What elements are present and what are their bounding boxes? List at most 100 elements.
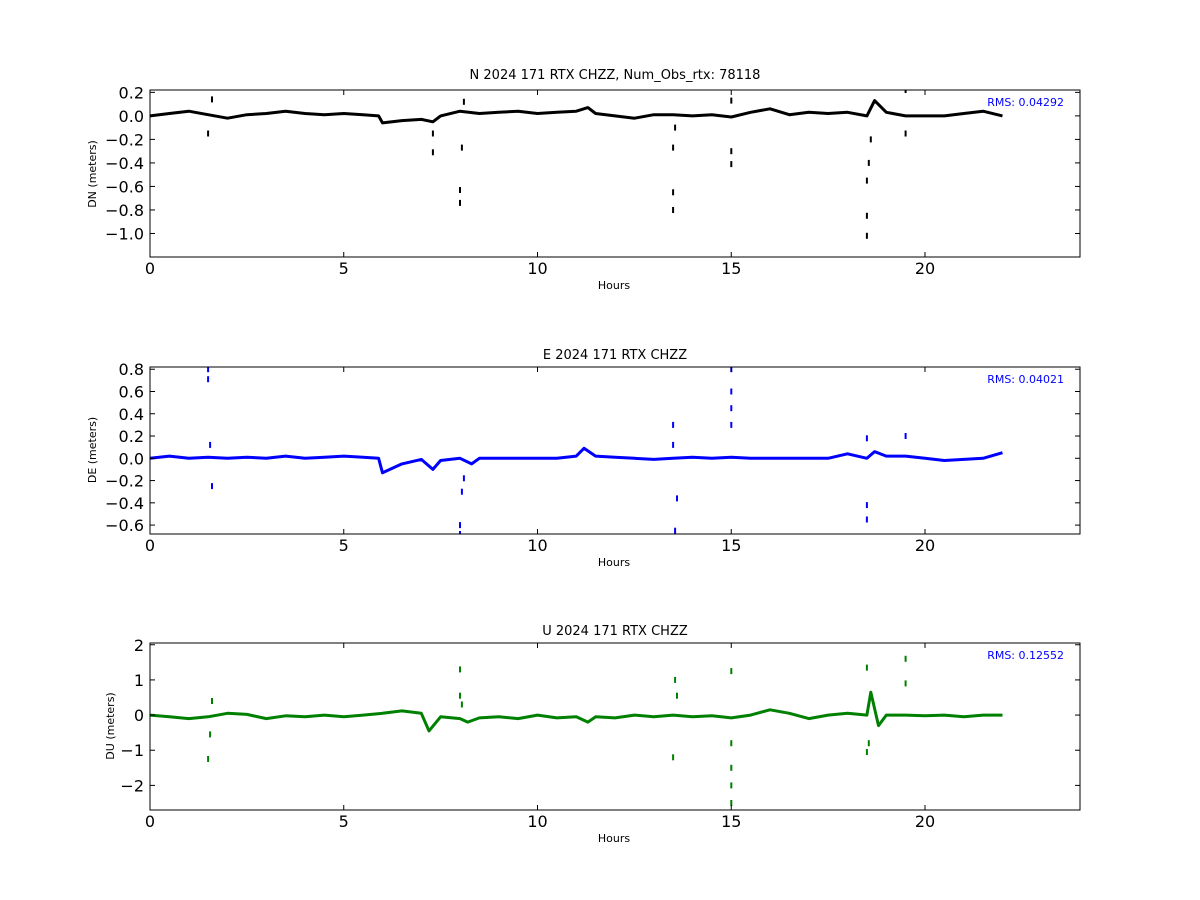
xlabel-dn: Hours — [598, 279, 630, 292]
outlier-point-de — [865, 435, 868, 442]
outlier-point-dn — [431, 149, 434, 156]
subplot-title-du: U 2024 171 RTX CHZZ — [542, 624, 688, 639]
rms-annotation-dn: RMS: 0.04292 — [987, 96, 1064, 109]
y-tick-label-de: 0.4 — [119, 405, 144, 424]
x-tick-label-de: 0 — [145, 536, 155, 555]
y-tick-label-du: 0 — [134, 706, 144, 725]
rms-annotation-du: RMS: 0.12552 — [987, 649, 1064, 662]
plot-area-du — [150, 655, 1003, 806]
y-tick-label-du: 1 — [134, 671, 144, 690]
outlier-point-de — [904, 433, 907, 439]
outlier-point-dn — [462, 98, 465, 105]
outlier-point-dn — [869, 136, 872, 143]
outlier-point-du — [867, 740, 870, 747]
outlier-point-de — [672, 441, 675, 448]
x-tick-label-du: 20 — [915, 812, 935, 831]
outlier-point-de — [865, 502, 868, 509]
y-tick-label-dn: 0.2 — [119, 83, 144, 102]
outlier-point-dn — [730, 97, 733, 104]
axes-frame-du — [149, 642, 1081, 811]
y-tick-label-dn: −0.8 — [105, 201, 144, 220]
y-tick-label-du: −2 — [120, 776, 144, 795]
outlier-point-de — [674, 527, 677, 534]
outlier-point-dn — [674, 124, 677, 131]
outlier-point-du — [676, 692, 678, 699]
y-tick-label-de: 0.0 — [119, 449, 144, 468]
outlier-point-du — [209, 731, 212, 738]
y-tick-label-de: −0.2 — [105, 472, 144, 491]
outlier-point-du — [730, 668, 733, 675]
subplot-title-de: E 2024 171 RTX CHZZ — [543, 348, 687, 363]
x-tick-label-du: 5 — [339, 812, 349, 831]
x-tick-label-de: 5 — [339, 536, 349, 555]
outlier-point-dn — [904, 130, 907, 137]
outlier-point-du — [459, 666, 461, 673]
x-tick-label-dn: 15 — [721, 259, 741, 278]
x-tick-label-du: 0 — [145, 812, 155, 831]
outlier-point-de — [459, 522, 461, 529]
y-tick-label-de: −0.4 — [105, 494, 144, 513]
subplot-de: E 2024 171 RTX CHZZ DE (meters) Hours RM… — [86, 348, 1081, 569]
outlier-point-du — [459, 692, 461, 699]
xlabel-de: Hours — [598, 556, 630, 569]
y-tick-label-dn: −0.2 — [105, 130, 144, 149]
outlier-point-du — [904, 655, 907, 662]
ylabel-du: DU (meters) — [104, 692, 117, 759]
subplot-dn: N 2024 171 RTX CHZZ, Num_Obs_rtx: 78118 … — [86, 68, 1081, 292]
plot-area-dn — [150, 90, 1003, 239]
x-tick-label-dn: 20 — [915, 259, 935, 278]
outlier-point-dn — [672, 207, 675, 213]
subplot-title-dn: N 2024 171 RTX CHZZ, Num_Obs_rtx: 78118 — [470, 68, 761, 83]
outlier-point-dn — [867, 159, 870, 166]
outlier-point-du — [460, 701, 463, 708]
y-tick-label-de: 0.8 — [119, 360, 144, 379]
y-tick-label-du: −1 — [120, 741, 144, 760]
xlabel-du: Hours — [598, 832, 630, 845]
series-line-de — [150, 446, 1003, 475]
outlier-point-dn — [865, 232, 868, 239]
outlier-point-du — [730, 800, 733, 806]
plot-area-de — [150, 367, 1003, 534]
y-tick-label-dn: −1.0 — [105, 224, 144, 243]
y-tick-label-du: 2 — [134, 636, 144, 655]
outlier-point-de — [730, 421, 733, 428]
y-tick-label-de: 0.2 — [119, 427, 144, 446]
ylabel-dn: DN (meters) — [86, 140, 99, 208]
outlier-point-dn — [460, 144, 463, 151]
outlier-point-de — [209, 441, 212, 448]
outlier-point-du — [865, 664, 868, 671]
outlier-point-de — [207, 376, 210, 383]
outlier-point-du — [730, 782, 733, 789]
outlier-point-dn — [730, 148, 733, 155]
y-tick-label-de: −0.6 — [105, 516, 144, 535]
series-line-dn — [150, 99, 1003, 125]
x-tick-label-de: 15 — [721, 536, 741, 555]
outlier-point-dn — [459, 199, 461, 206]
outlier-point-dn — [459, 187, 461, 193]
outlier-point-du — [207, 756, 210, 762]
outlier-point-dn — [211, 96, 213, 103]
outlier-point-de — [459, 531, 461, 534]
outlier-point-dn — [865, 212, 868, 219]
x-tick-label-du: 15 — [721, 812, 741, 831]
outlier-point-du — [730, 764, 733, 771]
outlier-point-dn — [431, 130, 434, 137]
outlier-point-dn — [865, 177, 868, 184]
x-tick-label-dn: 5 — [339, 259, 349, 278]
outlier-point-du — [865, 749, 868, 755]
outlier-point-dn — [730, 161, 733, 168]
outlier-point-de — [207, 367, 210, 373]
series-line-du — [150, 690, 1003, 733]
y-tick-label-de: 0.6 — [119, 382, 144, 401]
x-tick-label-dn: 0 — [145, 259, 155, 278]
outlier-point-de — [730, 388, 733, 395]
x-tick-label-du: 10 — [527, 812, 547, 831]
outlier-point-dn — [672, 189, 675, 196]
x-tick-label-de: 10 — [527, 536, 547, 555]
outlier-point-de — [211, 483, 213, 490]
outlier-point-de — [730, 405, 733, 412]
y-tick-label-dn: 0.0 — [119, 107, 144, 126]
outlier-point-de — [460, 488, 463, 495]
outlier-point-de — [462, 475, 465, 482]
